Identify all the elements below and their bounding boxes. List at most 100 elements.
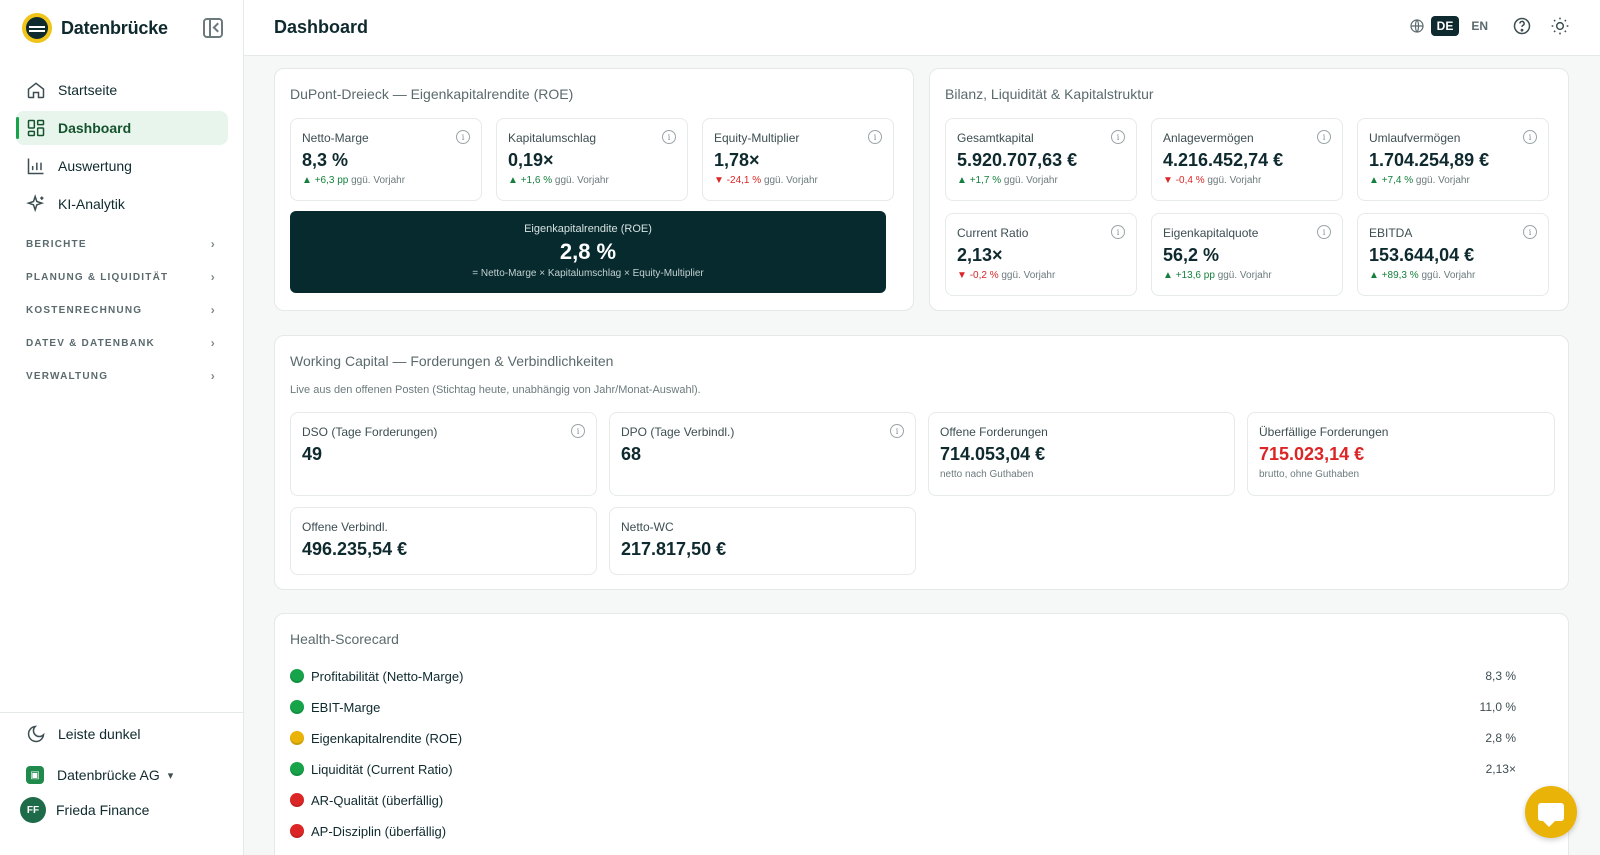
chat-bubble-icon xyxy=(1538,803,1564,827)
sidebar-section-berichte[interactable]: BERICHTE › xyxy=(26,234,216,254)
scorecard-value: 2,13× xyxy=(1485,762,1516,776)
chat-button[interactable] xyxy=(1525,786,1577,838)
delta-value: +7,4 % xyxy=(1381,175,1414,186)
section-label: VERWALTUNG xyxy=(26,370,109,382)
info-icon[interactable]: i xyxy=(456,130,470,144)
scorecard-row: Profitabilität (Netto-Marge) 8,3 % xyxy=(290,666,1516,686)
lang-de-button[interactable]: DE xyxy=(1430,16,1460,36)
topbar-actions: DE EN xyxy=(1409,16,1570,36)
kpi-value: 1.704.254,89 € xyxy=(1369,150,1490,170)
info-icon[interactable]: i xyxy=(1523,130,1537,144)
info-icon[interactable]: i xyxy=(1317,130,1331,144)
kpi-label: Kapitalumschlag xyxy=(508,131,597,145)
collapse-sidebar-icon[interactable] xyxy=(203,18,223,38)
section-label: KOSTENRECHNUNG xyxy=(26,304,143,316)
info-icon[interactable]: i xyxy=(890,424,904,438)
sidebar-item-label: Auswertung xyxy=(58,158,132,174)
lang-en-button[interactable]: EN xyxy=(1471,19,1488,33)
card-title: Bilanz, Liquidität & Kapitalstruktur xyxy=(945,86,1154,102)
kpi-label: Current Ratio xyxy=(957,226,1029,240)
arrow-down-icon: ▼ xyxy=(714,175,727,186)
kpi-dpo: DPO (Tage Verbindl.) i 68 xyxy=(609,412,916,496)
chevron-right-icon: › xyxy=(210,369,216,383)
kpi-label: Offene Verbindl. xyxy=(302,520,388,534)
kpi-label: Netto-Marge xyxy=(302,131,369,145)
theme-toggle-label: Leiste dunkel xyxy=(58,726,141,742)
sidebar: Datenbrücke Startseite Dashboard Auswert… xyxy=(0,0,244,855)
kpi-delta: ▲ +13,6 pp ggü. Vorjahr xyxy=(1163,270,1272,281)
delta-value: -0,2 % xyxy=(969,270,999,281)
delta-suffix: ggü. Vorjahr xyxy=(1207,175,1262,186)
info-icon[interactable]: i xyxy=(1111,225,1125,239)
delta-suffix: ggü. Vorjahr xyxy=(1415,175,1470,186)
arrow-up-icon: ▲ xyxy=(1369,270,1382,281)
kpi-gesamtkapital: Gesamtkapital i 5.920.707,63 € ▲ +1,7 % … xyxy=(945,118,1137,201)
kpi-delta: ▲ +7,4 % ggü. Vorjahr xyxy=(1369,175,1470,186)
kpi-label: EBITDA xyxy=(1369,226,1413,240)
kpi-label: Equity-Multiplier xyxy=(714,131,800,145)
scorecard-row: AR-Qualität (überfällig) xyxy=(290,790,1516,810)
kpi-delta: ▼ -0,2 % ggü. Vorjahr xyxy=(957,270,1055,281)
scorecard-label: Liquidität (Current Ratio) xyxy=(311,761,453,777)
roe-value: 2,8 % xyxy=(559,239,617,264)
roe-summary: Eigenkapitalrendite (ROE) 2,8 % = Netto-… xyxy=(290,211,886,293)
sidebar-item-startseite[interactable]: Startseite xyxy=(16,73,228,107)
sidebar-section-kostenrechnung[interactable]: KOSTENRECHNUNG › xyxy=(26,300,216,320)
delta-value: +89,3 % xyxy=(1381,270,1419,281)
info-icon[interactable]: i xyxy=(571,424,585,438)
logo-icon xyxy=(22,13,52,43)
info-icon[interactable]: i xyxy=(868,130,882,144)
kpi-label: Gesamtkapital xyxy=(957,131,1034,145)
brand[interactable]: Datenbrücke xyxy=(22,12,168,44)
delta-suffix: ggü. Vorjahr xyxy=(351,175,406,186)
sun-icon[interactable] xyxy=(1550,16,1570,36)
delta-value: +1,6 % xyxy=(520,175,553,186)
kpi-label: Umlaufvermögen xyxy=(1369,131,1461,145)
building-icon: ▣ xyxy=(26,766,44,784)
card-title: DuPont-Dreieck — Eigenkapitalrendite (RO… xyxy=(290,86,574,102)
sidebar-item-dashboard[interactable]: Dashboard xyxy=(16,111,228,145)
user-menu[interactable]: FF Frieda Finance xyxy=(20,797,149,823)
dupont-card: DuPont-Dreieck — Eigenkapitalrendite (RO… xyxy=(274,68,914,311)
sidebar-item-ki-analytik[interactable]: KI-Analytik xyxy=(16,187,228,221)
arrow-up-icon: ▲ xyxy=(1369,175,1382,186)
kpi-equity-multiplier: Equity-Multiplier i 1,78× ▼ -24,1 % ggü.… xyxy=(702,118,894,201)
scorecard-row: AP-Disziplin (überfällig) xyxy=(290,821,1516,841)
health-scorecard-card: Health-Scorecard Profitabilität (Netto-M… xyxy=(274,613,1569,855)
sparkles-icon xyxy=(26,194,46,214)
info-icon[interactable]: i xyxy=(1317,225,1331,239)
kpi-value: 68 xyxy=(621,444,642,464)
org-switcher[interactable]: ▣ Datenbrücke AG ▾ xyxy=(26,766,173,784)
kpi-value: 56,2 % xyxy=(1163,245,1220,265)
section-label: PLANUNG & LIQUIDITÄT xyxy=(26,271,169,283)
delta-value: +13,6 pp xyxy=(1175,270,1215,281)
kpi-value: 153.644,04 € xyxy=(1369,245,1475,265)
scorecard-row: EBIT-Marge 11,0 % xyxy=(290,697,1516,717)
delta-suffix: ggü. Vorjahr xyxy=(1421,270,1476,281)
kpi-value: 496.235,54 € xyxy=(302,539,408,559)
delta-suffix: ggü. Vorjahr xyxy=(1217,270,1272,281)
kpi-eigenkapitalquote: Eigenkapitalquote i 56,2 % ▲ +13,6 pp gg… xyxy=(1151,213,1343,296)
kpi-netto-marge: Netto-Marge i 8,3 % ▲ +6,3 pp ggü. Vorja… xyxy=(290,118,482,201)
sidebar-section-verwaltung[interactable]: VERWALTUNG › xyxy=(26,366,216,386)
avatar: FF xyxy=(20,797,46,823)
help-icon[interactable] xyxy=(1512,16,1532,36)
arrow-up-icon: ▲ xyxy=(1163,270,1176,281)
sidebar-section-planung[interactable]: PLANUNG & LIQUIDITÄT › xyxy=(26,267,216,287)
info-icon[interactable]: i xyxy=(1523,225,1537,239)
chevron-right-icon: › xyxy=(210,303,216,317)
info-icon[interactable]: i xyxy=(662,130,676,144)
sidebar-item-auswertung[interactable]: Auswertung xyxy=(16,149,228,183)
sidebar-section-datev[interactable]: DATEV & DATENBANK › xyxy=(26,333,216,353)
chevron-right-icon: › xyxy=(210,336,216,350)
card-title: Health-Scorecard xyxy=(290,631,399,647)
roe-label: Eigenkapitalrendite (ROE) xyxy=(524,223,652,235)
chevron-right-icon: › xyxy=(210,270,216,284)
topbar: Dashboard DE EN xyxy=(244,0,1600,56)
kpi-label: Netto-WC xyxy=(621,520,674,534)
info-icon[interactable]: i xyxy=(1111,130,1125,144)
kpi-dso: DSO (Tage Forderungen) i 49 xyxy=(290,412,597,496)
scorecard-value: 11,0 % xyxy=(1479,700,1516,714)
scorecard-label: Profitabilität (Netto-Marge) xyxy=(311,668,464,684)
theme-toggle[interactable]: Leiste dunkel xyxy=(26,724,141,744)
